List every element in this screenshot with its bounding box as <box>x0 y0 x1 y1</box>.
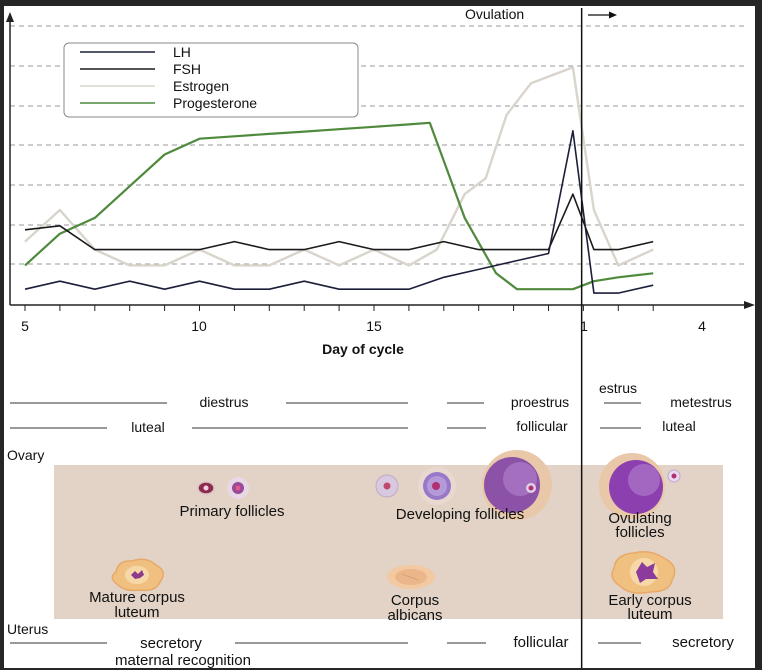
phase-luteal-left: luteal <box>131 419 164 435</box>
label-developing-follicles: Developing follicles <box>396 506 524 523</box>
phase-estrus: estrus <box>599 380 637 396</box>
y-axis-arrow-icon <box>6 12 14 22</box>
uterus-secretory-right: secretory <box>672 634 734 651</box>
label-mature-line1: Mature corpus <box>89 589 185 606</box>
series-line-fsh <box>24 193 654 251</box>
chart-gridlines <box>10 25 748 265</box>
legend-label-progesterone: Progesterone <box>173 95 257 111</box>
label-albicans-line1: Corpus <box>391 592 439 609</box>
label-primary-follicles: Primary follicles <box>179 503 284 520</box>
chart-series <box>24 66 654 294</box>
tick-label-10: 10 <box>191 318 207 334</box>
phase-luteal-right: luteal <box>662 418 695 434</box>
x-axis-title: Day of cycle <box>322 341 404 357</box>
tick-label-4: 4 <box>698 318 706 334</box>
phase-lines <box>10 402 641 429</box>
chart-legend: LH FSH Estrogen Progesterone <box>63 42 359 118</box>
label-early-line2: luteum <box>627 606 672 623</box>
x-axis-minor-ticks <box>24 305 654 311</box>
phase-metestrus: metestrus <box>670 394 731 410</box>
series-line-progesterone <box>24 121 654 291</box>
uterus-secretory-left: secretory <box>140 635 202 652</box>
legend-box <box>63 42 359 118</box>
ovulating-follicle-illustration <box>599 453 681 519</box>
mature-corpus-luteum-illustration <box>111 558 164 592</box>
phase-proestrus: proestrus <box>511 394 569 410</box>
ovulation-label: Ovulation <box>465 6 524 22</box>
phase-diestrus: diestrus <box>199 394 248 410</box>
label-ovulating-line1: Ovulating <box>608 510 671 527</box>
label-early-line1: Early corpus <box>608 592 691 609</box>
label-mature-line2: luteum <box>114 604 159 621</box>
x-axis-arrow-icon <box>744 301 755 309</box>
tick-label-5: 5 <box>21 318 29 334</box>
corpus-albicans-illustration <box>387 565 435 589</box>
ovary-title: Ovary <box>7 447 44 463</box>
tick-label-1: 1 <box>580 318 588 334</box>
x-axis-tick-labels: 5 10 15 1 4 <box>21 318 706 334</box>
ovulation-arrow-icon <box>609 11 617 19</box>
legend-label-lh: LH <box>173 44 191 60</box>
legend-label-fsh: FSH <box>173 61 201 77</box>
uterus-maternal-recognition: maternal recognition <box>115 652 251 669</box>
label-ovulating-line2: follicles <box>615 524 664 541</box>
phase-follicular: follicular <box>516 418 568 434</box>
developing-follicles-illustration <box>375 450 552 520</box>
uterus-follicular: follicular <box>513 634 568 651</box>
series-line-lh <box>24 130 654 294</box>
uterus-title: Uterus <box>7 621 48 637</box>
legend-label-estrogen: Estrogen <box>173 78 229 94</box>
label-albicans-line2: albicans <box>387 607 442 624</box>
primary-follicles-illustration <box>197 477 249 499</box>
tick-label-15: 15 <box>366 318 382 334</box>
early-corpus-luteum-illustration <box>611 551 676 594</box>
